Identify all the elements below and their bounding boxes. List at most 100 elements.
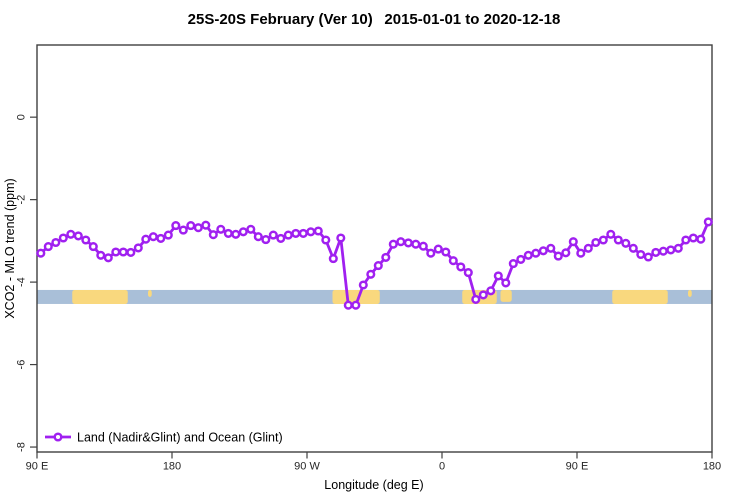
chart-title: 25S-20S February (Ver 10) 2015-01-01 to … [188,11,561,28]
data-point [658,246,668,256]
data-point [576,248,586,258]
plot-frame [36,44,713,453]
y-tick-label: -2 [16,195,28,205]
data-point [643,252,653,262]
data-point [118,247,128,257]
data-point [36,248,46,258]
data-point [238,227,248,237]
legend-label: Land (Nadir&Glint) and Ocean (Glint) [77,431,283,445]
data-point [148,232,158,242]
data-point [486,286,496,296]
data-point [111,247,121,257]
data-point [223,228,233,238]
data-point [43,242,53,252]
data-point [73,231,83,241]
y-axis-title: XCO2 - MLO trend (ppm) [3,178,17,318]
x-tick-label: 90 E [566,461,589,473]
legend: Land (Nadir&Glint) and Ocean (Glint) [45,431,283,445]
data-point [313,226,323,236]
data-point [426,248,436,258]
x-tick-label: 180 [703,461,721,473]
data-point [231,229,241,239]
data-point [456,262,466,272]
data-point [606,229,616,239]
data-point [51,237,61,248]
data-point [688,233,698,243]
data-point [208,230,218,240]
x-tick-label: 90 E [26,461,49,473]
x-tick-label: 90 W [294,461,320,473]
data-point [321,235,331,245]
data-point [81,235,91,245]
data-point [673,243,683,253]
data-point [88,242,98,252]
x-tick-label: 0 [439,461,445,473]
data-point [298,228,308,238]
data-point [358,280,368,290]
data-point [126,247,136,257]
data-point [696,234,706,244]
data-point [681,235,691,245]
data-point [478,290,488,300]
data-point [433,244,443,254]
data-point [396,237,406,247]
data-point [133,243,143,253]
data-point [141,234,151,244]
data-point [403,238,413,248]
data-point [546,243,556,253]
data-point [561,248,571,258]
data-point [538,246,548,256]
y-tick-label: -4 [16,277,28,287]
data-point [553,251,563,261]
data-point [411,239,421,249]
y-tick-label: 0 [16,114,28,120]
data-point [463,268,473,278]
x-axis-title: Longitude (deg E) [324,478,423,492]
data-point [373,261,383,271]
data-point [366,269,376,279]
data-point [58,233,68,243]
data-point [336,233,346,243]
legend-marker-icon [53,432,63,442]
data-point [178,225,188,235]
data-point [186,221,196,231]
data-point [291,228,301,238]
data-point [171,221,181,231]
data-point [636,249,646,260]
data-point [268,230,278,240]
data-point [261,235,271,245]
map-strip-land-madagascar [500,289,512,302]
data-point [493,271,503,281]
data-point [328,254,338,264]
y-tick-label: -6 [16,360,28,370]
data-point [621,238,631,248]
data-point [66,229,76,239]
map-strip-land-australia [72,289,128,304]
data-point [591,237,601,248]
data-point [343,300,353,310]
data-point [508,259,518,269]
x-tick-label: 180 [163,461,181,473]
data-point [651,247,661,257]
plot-area: 90 E 180 90 W 0 90 E 180 0 -2 -4 -6 -8 [16,44,721,473]
data-point [523,250,533,260]
data-point [666,245,676,255]
data-point [201,220,211,230]
data-point [583,243,593,253]
map-strip-land-south-america [332,289,380,304]
data-point [163,230,173,240]
data-point [246,224,256,234]
data-point [96,250,106,260]
map-strip-land-australia-east [612,289,668,304]
data-point [598,235,608,245]
data-point [531,248,541,258]
data-point [156,233,166,243]
data-point [216,224,226,234]
data-point [351,300,361,310]
data-point [193,223,203,233]
data-point [471,294,481,304]
data-point [276,233,286,243]
data-point [568,237,578,247]
